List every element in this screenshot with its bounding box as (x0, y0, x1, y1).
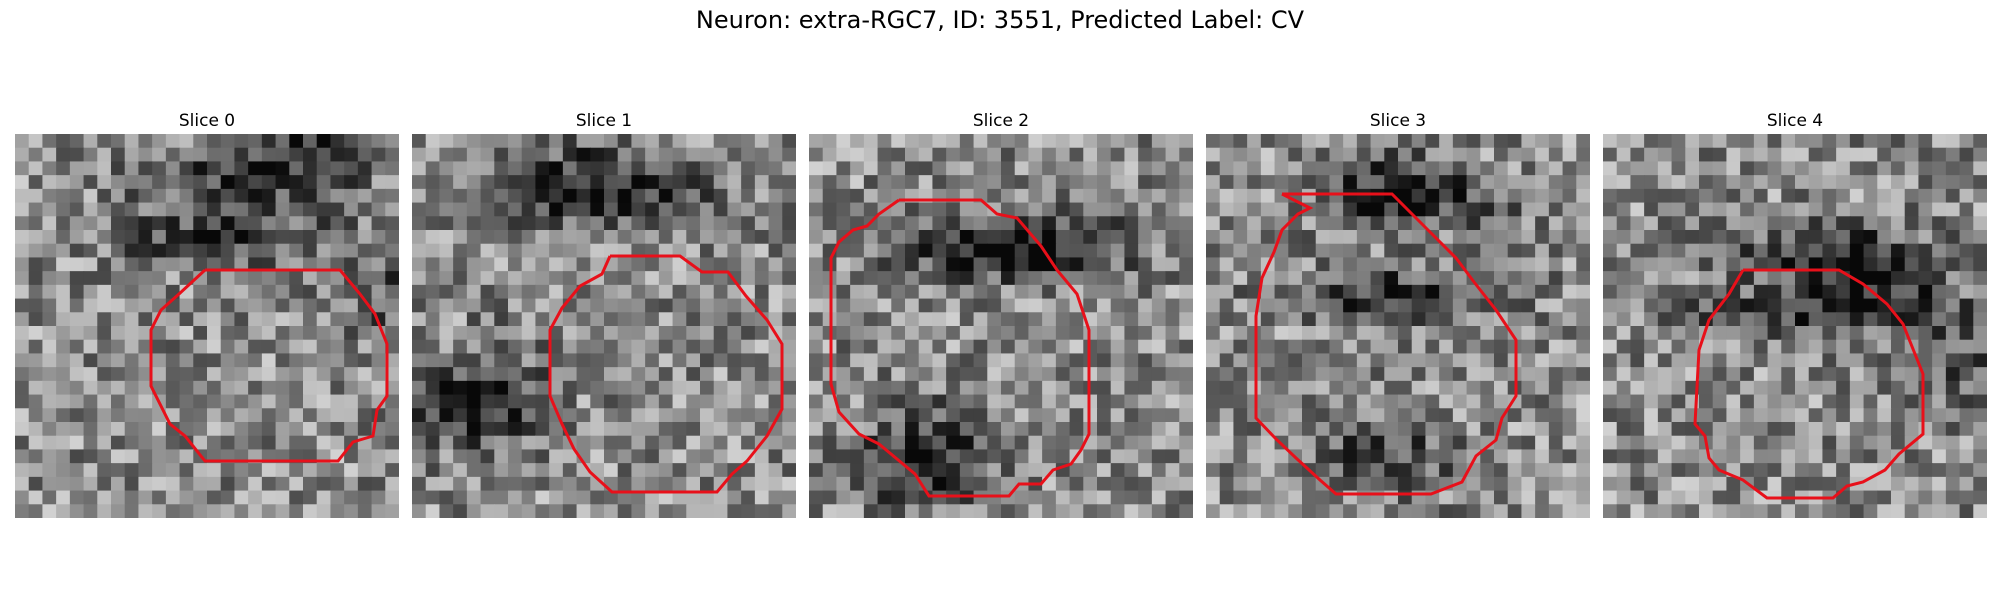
slice-panel-1: Slice 1 (412, 108, 796, 518)
slice-panel-3: Slice 3 (1206, 108, 1590, 518)
roi-contour (829, 198, 1091, 498)
slice-title: Slice 3 (1369, 111, 1427, 131)
roi-contour (1693, 268, 1925, 500)
slice-image (412, 134, 796, 518)
slice-title: Slice 4 (1766, 111, 1824, 131)
slice-image (15, 134, 399, 518)
slice-image (1206, 134, 1590, 518)
slice-image (1603, 134, 1987, 518)
roi-contour (548, 254, 784, 494)
roi-contour (1254, 192, 1518, 496)
slice-title: Slice 0 (178, 111, 236, 131)
slice-panel-2: Slice 2 (809, 108, 1193, 518)
roi-contour (149, 268, 389, 463)
slice-title: Slice 1 (575, 111, 633, 131)
slice-panel-4: Slice 4 (1603, 108, 1987, 518)
figure-title: Neuron: extra-RGC7, ID: 3551, Predicted … (695, 6, 1305, 34)
slice-title: Slice 2 (972, 111, 1030, 131)
slice-image (809, 134, 1193, 518)
slice-panel-0: Slice 0 (15, 108, 399, 518)
